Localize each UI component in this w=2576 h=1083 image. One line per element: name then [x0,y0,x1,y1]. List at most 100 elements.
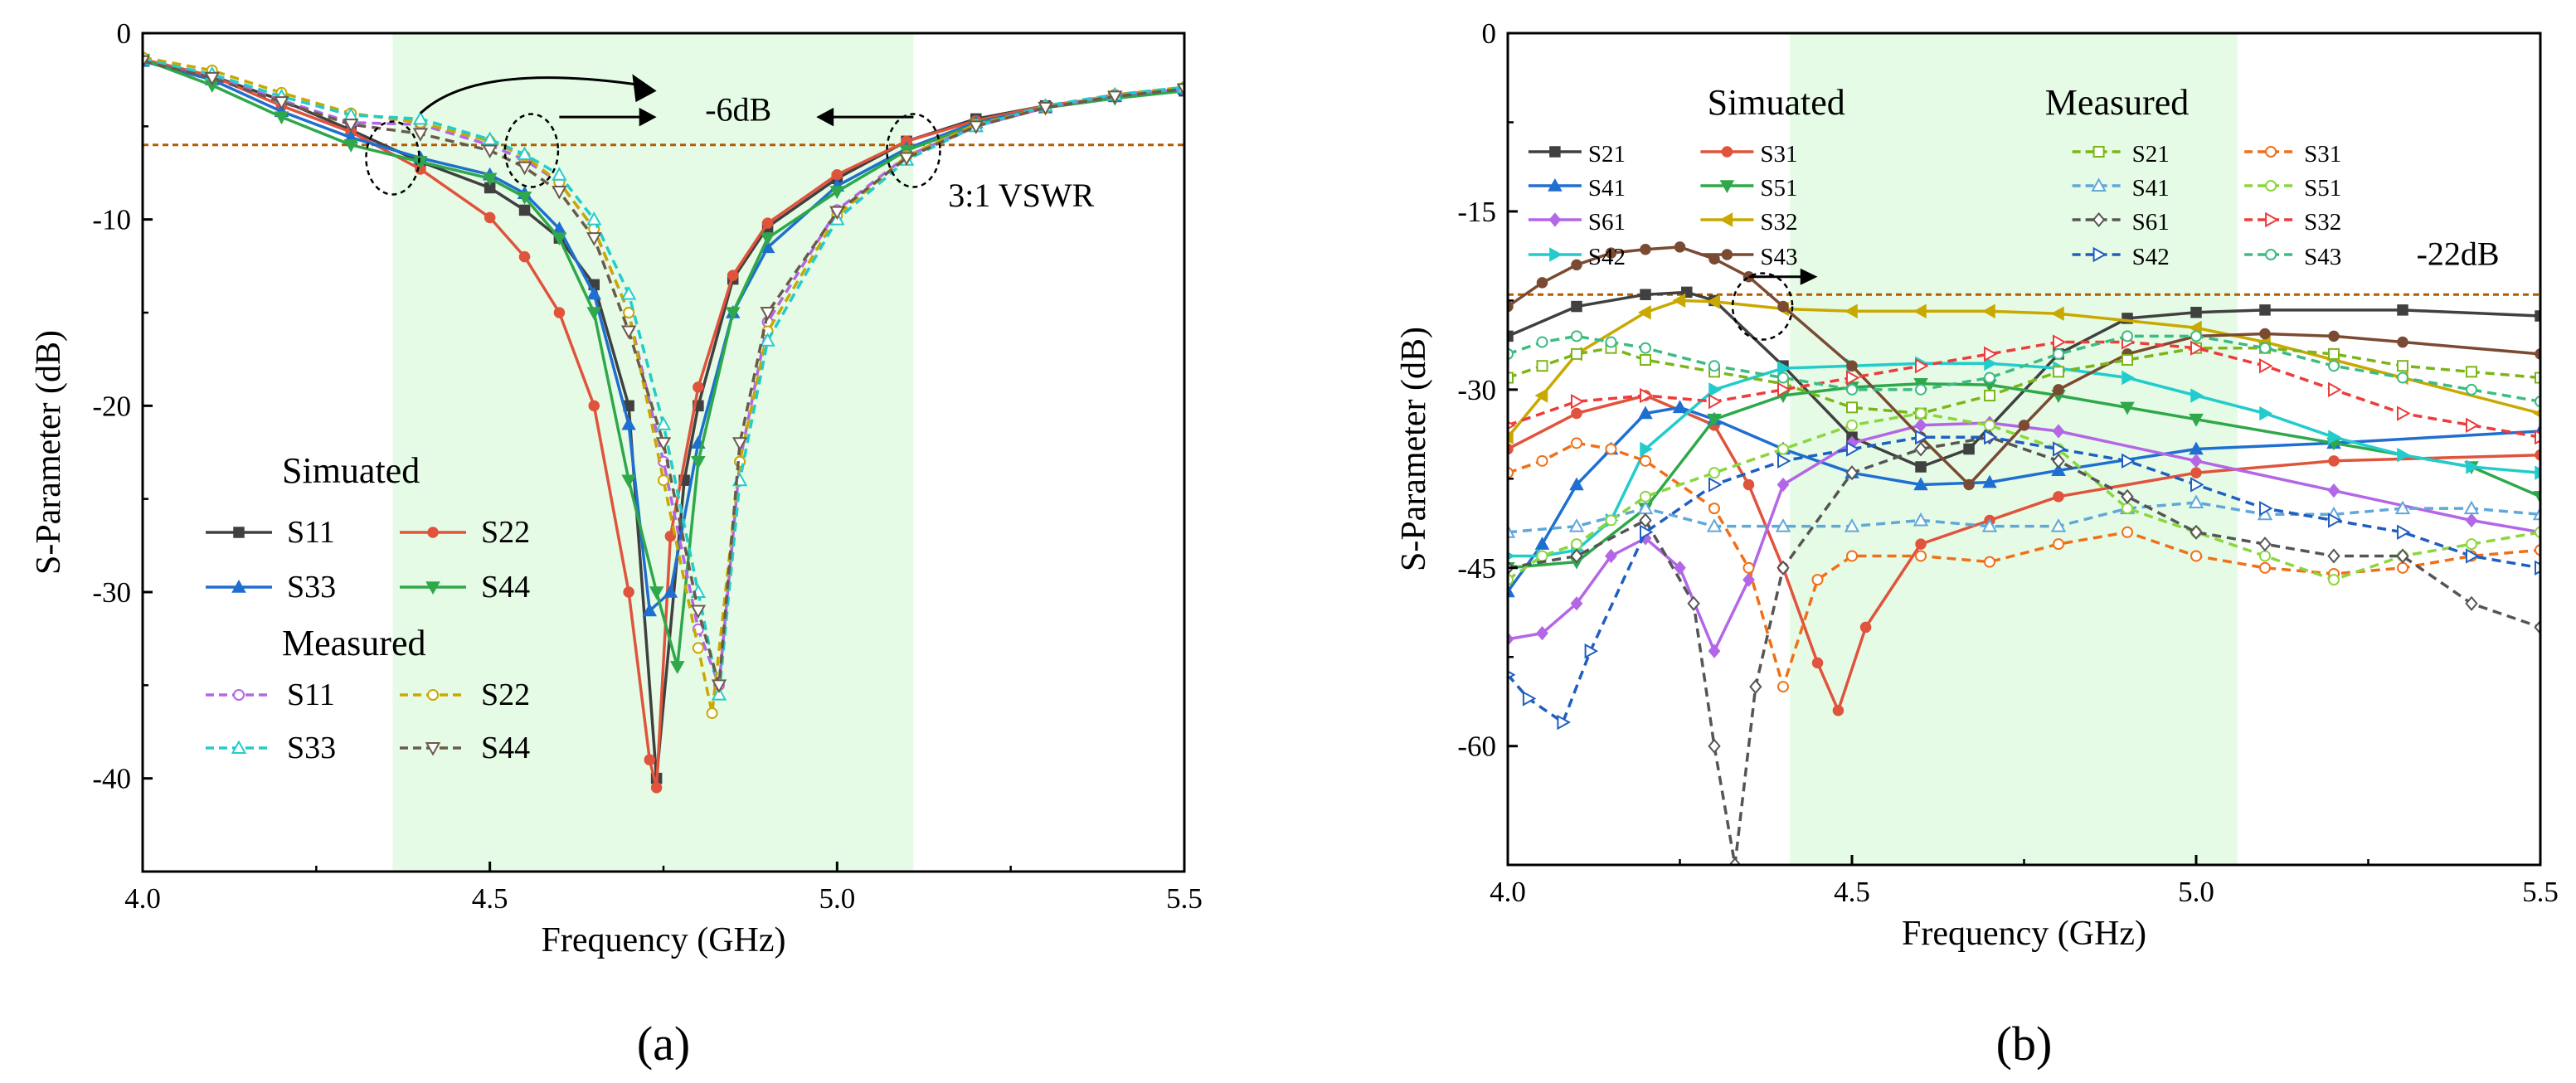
data-point [2053,384,2064,396]
legend-entry-simulated-s41: S41 [1528,175,1626,202]
series-line [1508,501,2540,534]
data-point [274,111,289,125]
data-point [1846,383,1858,396]
data-point [2466,417,2480,434]
callout-circle [1731,272,1794,341]
series-measured-s44 [143,55,1184,693]
data-point [1571,393,1585,410]
data-point [1775,518,1791,532]
data-point [2259,358,2273,374]
data-point [1915,538,1927,550]
data-point [2259,328,2271,340]
series-measured-s61 [1508,430,2540,865]
arrow-head [816,107,834,127]
data-point [1522,691,1537,707]
data-point [2463,500,2480,515]
data-point [2328,347,2340,360]
arrow-head [1800,268,1818,285]
data-point [2466,538,2477,551]
y-tick-label: -10 [92,204,131,236]
data-point [1708,738,1721,754]
legend: Simuated Measured S11 S22 S33 S44 S11 S22 S33 S44 [206,450,530,765]
data-point [2535,310,2540,322]
data-point [1844,304,1858,319]
legend-label: S32 [1760,209,1797,236]
data-point [1508,524,1516,538]
data-point [2122,330,2133,342]
series-line [1508,245,2540,487]
data-point [1984,356,1998,372]
series-line [143,59,1184,687]
data-point [621,474,636,488]
data-point [1915,461,1927,473]
legend-label: S41 [1588,175,1626,202]
data-point [2397,360,2408,372]
data-point [649,586,664,600]
data-point [2190,330,2202,342]
legend-entry-simulated-s11: S11 [206,515,335,550]
data-point [831,168,843,181]
series-line [143,57,1184,789]
data-point [588,400,600,412]
data-point [1672,293,1686,308]
legend-entry-simulated-s22: S22 [400,515,530,550]
data-point [2397,524,2411,540]
data-point [482,131,498,146]
data-point [2190,306,2202,318]
data-point [761,217,774,229]
data-point [1534,537,1550,550]
data-point [1605,336,1617,348]
data-point [1728,857,1742,865]
data-point [1859,621,1872,634]
data-point [518,204,531,216]
legend-label: S31 [1760,141,1797,168]
data-point [760,307,775,321]
data-point [2535,372,2540,384]
series-measured-s51 [1508,407,2540,586]
data-point [1846,401,1858,414]
x-axis-title: Frequency (GHz) [541,921,785,959]
data-point [413,156,428,170]
legend-entry-simulated-s42: S42 [1528,244,1626,270]
data-point [1708,467,1720,479]
data-point [621,416,636,430]
data-point [1640,387,1654,404]
y-tick-label: -15 [1457,196,1496,228]
data-point [586,211,602,226]
data-point [1640,524,1654,540]
data-point [2052,453,2065,469]
data-point [2018,420,2030,431]
legend-marker [2092,146,2105,158]
legend-marker [2265,180,2277,192]
legend-entry-measured-s43: S43 [2244,244,2341,270]
data-point [1605,548,1617,564]
data-point [484,211,496,224]
series-measured-s32 [1508,334,2540,445]
data-point [2122,453,2136,469]
legend-marker [231,740,247,754]
data-point [2328,381,2342,398]
data-point [2259,406,2273,421]
y-tick-label: -20 [92,390,131,422]
data-point [1777,372,1789,384]
legend-entry-simulated-s61: S61 [1528,209,1626,236]
data-point [760,232,775,246]
data-point [1640,342,1651,354]
data-point [1640,289,1651,300]
data-point [343,119,359,133]
data-point [2259,561,2271,574]
data-point [1742,478,1755,491]
data-point [552,232,567,246]
data-point [1674,241,1686,253]
data-point [2327,483,2340,498]
panel-b-chart: 0 -15 -30 -45 -60 4.0 4.5 5.0 5.5 Frequency (GHz)… [1395,17,2559,1071]
data-point [1984,556,1995,568]
data-point [829,206,845,221]
annotation-vswr: 3:1 VSWR [948,177,1094,214]
data-point [2122,503,2133,515]
data-point [2053,366,2064,378]
legend-marker [2092,211,2106,228]
data-point [1639,512,1652,528]
plot-area [1508,241,2540,865]
legend-label: S51 [2304,175,2341,202]
